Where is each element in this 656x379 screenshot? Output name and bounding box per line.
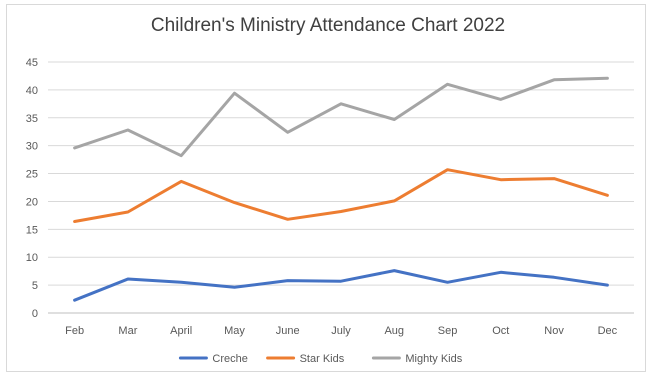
y-tick-label: 35 [26,113,38,125]
legend-label-mighty-kids: Mighty Kids [405,353,462,365]
x-tick-label: Sep [438,325,458,337]
y-tick-label: 40 [26,85,38,97]
x-tick-label: June [276,325,300,337]
x-tick-label: Feb [65,325,84,337]
x-tick-label: Mar [118,325,137,337]
x-tick-label: Nov [544,325,564,337]
x-tick-label: Aug [384,325,404,337]
y-tick-label: 10 [26,252,38,264]
y-tick-label: 0 [32,308,38,320]
y-tick-label: 45 [26,57,38,69]
legend-label-creche: Creche [212,353,247,365]
y-tick-label: 20 [26,196,38,208]
y-tick-label: 5 [32,280,38,292]
series-line-mighty-kids [73,76,609,158]
x-tick-label: July [331,325,351,337]
y-tick-label: 25 [26,169,38,181]
legend-label-star-kids: Star Kids [300,353,345,365]
y-tick-label: 15 [26,224,38,236]
series-line-star-kids [73,168,609,223]
y-tick-label: 30 [26,141,38,153]
series-line-creche [73,269,609,302]
x-tick-label: May [224,325,245,337]
x-tick-label: April [170,325,192,337]
x-tick-label: Oct [492,325,509,337]
chart-title: Children's Ministry Attendance Chart 202… [150,15,506,36]
chart-frame [6,4,646,372]
x-tick-label: Dec [598,325,618,337]
